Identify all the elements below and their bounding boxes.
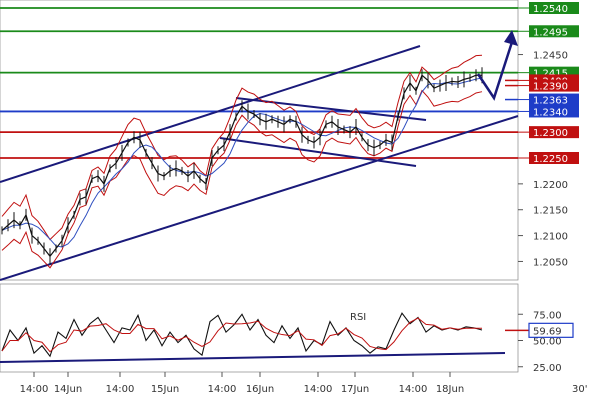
time-tick-label: 14:00 — [208, 384, 237, 395]
moving-average — [1, 77, 483, 248]
price-tick-label: 1.2100 — [533, 232, 568, 243]
level-value: 1.2540 — [533, 4, 568, 15]
time-tick-label: 14:00 — [20, 384, 49, 395]
timeframe-label: 30' — [572, 384, 587, 395]
price-tick-label: 1.2200 — [533, 180, 568, 191]
time-tick-label: 14:00 — [106, 384, 135, 395]
price-tick-label: 1.2050 — [533, 257, 568, 268]
price-axis: 1.2050 1.2100 1.2150 1.2200 1.2450 — [518, 51, 568, 268]
level-value: 1.2250 — [533, 154, 568, 165]
rsi-current-value: 59.69 — [533, 326, 562, 337]
rsi-tick-label: 75.00 — [533, 310, 562, 321]
rsi-tick-label: 50.00 — [533, 337, 562, 348]
time-tick-label: 17Jun — [341, 384, 369, 395]
level-badge — [529, 2, 579, 14]
lower-channel-line — [0, 115, 519, 281]
horizontal-levels: 1.25401.24951.24151.24001.23901.23631.23… — [0, 2, 579, 165]
rsi-current-badge — [528, 322, 574, 338]
price-series — [1, 67, 483, 265]
time-axis: 14:00 14Jun 14:00 15Jun 14:00 16Jun 14:00 17Jun… — [20, 372, 464, 395]
time-tick-label: 14Jun — [54, 384, 82, 395]
level-badge — [529, 152, 579, 164]
level-value: 1.2495 — [533, 27, 568, 38]
lower-band — [1, 89, 483, 269]
level-badge — [529, 79, 579, 92]
level-badge — [529, 105, 579, 118]
triangle-bottom-line — [219, 137, 417, 167]
rsi-trend-line — [0, 352, 506, 363]
rsi-panel-frame — [0, 283, 519, 373]
forecast-arrow — [476, 30, 518, 101]
time-tick-label: 15Jun — [151, 384, 179, 395]
rsi-axis: 75.00 50.00 25.00 59.69 — [505, 310, 574, 374]
level-badge — [529, 25, 579, 38]
bollinger-bands — [1, 54, 483, 269]
upper-band — [1, 54, 483, 241]
rsi-tick-label: 25.00 — [533, 363, 562, 374]
rsi-line — [1, 312, 483, 358]
rsi-signal-line — [1, 317, 482, 353]
level-value: 1.2415 — [533, 69, 568, 80]
price-line — [1, 74, 482, 258]
price-panel-frame — [0, 0, 519, 281]
time-tick-label: 14:00 — [399, 384, 428, 395]
level-value: 1.2390 — [533, 82, 568, 93]
level-value: 1.2363 — [533, 96, 568, 107]
time-tick-label: 18Jun — [436, 384, 464, 395]
trend-channels — [0, 45, 519, 281]
price-tick-label: 1.2450 — [533, 51, 568, 62]
price-tick-label: 1.2150 — [533, 206, 568, 217]
level-badge — [529, 93, 579, 106]
rsi-label: RSI — [350, 312, 366, 323]
time-tick-label: 16Jun — [246, 384, 274, 395]
level-value: 1.2300 — [533, 128, 568, 139]
level-value: 1.2340 — [533, 107, 568, 118]
upper-channel-line — [0, 45, 421, 183]
rsi-series — [1, 312, 483, 358]
time-tick-label: 14:00 — [304, 384, 333, 395]
level-badge — [529, 126, 579, 139]
